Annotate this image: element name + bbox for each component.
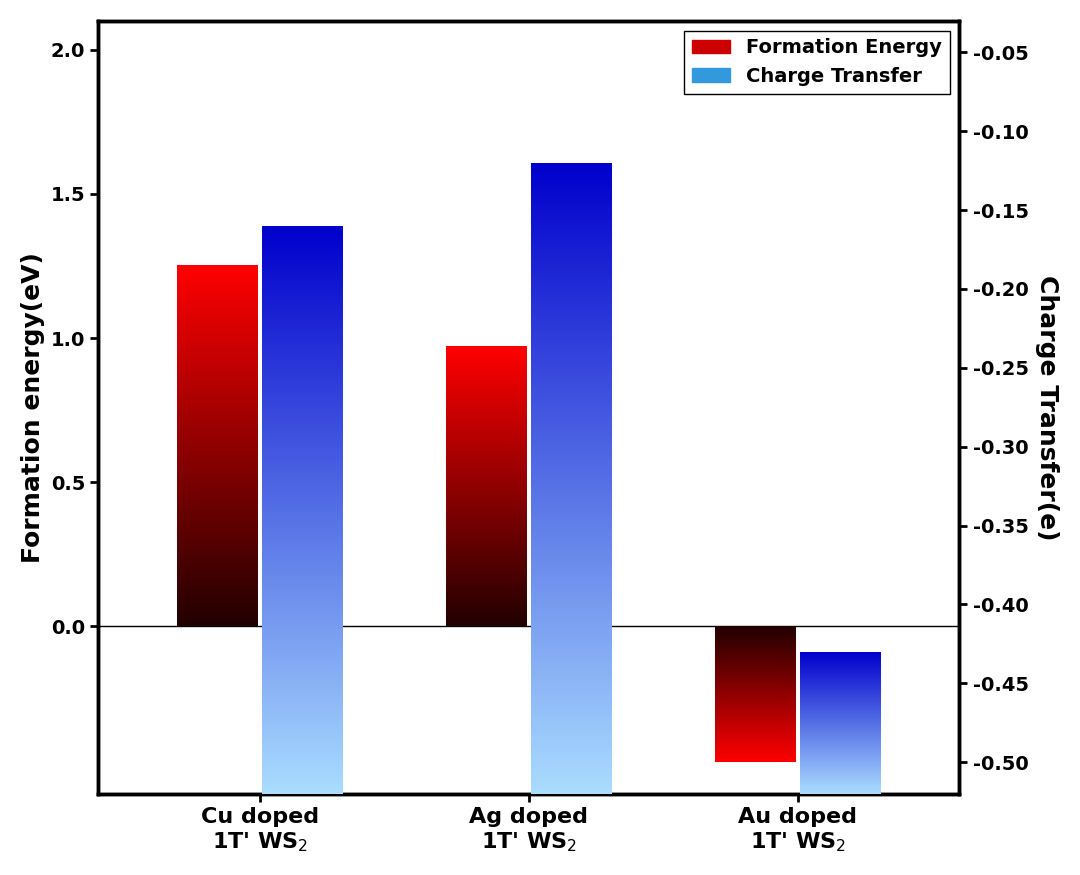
Legend: Formation Energy, Charge Transfer: Formation Energy, Charge Transfer <box>684 31 949 94</box>
Y-axis label: Formation energy(eV): Formation energy(eV) <box>21 252 45 563</box>
Y-axis label: Charge Transfer(e): Charge Transfer(e) <box>1035 275 1059 540</box>
